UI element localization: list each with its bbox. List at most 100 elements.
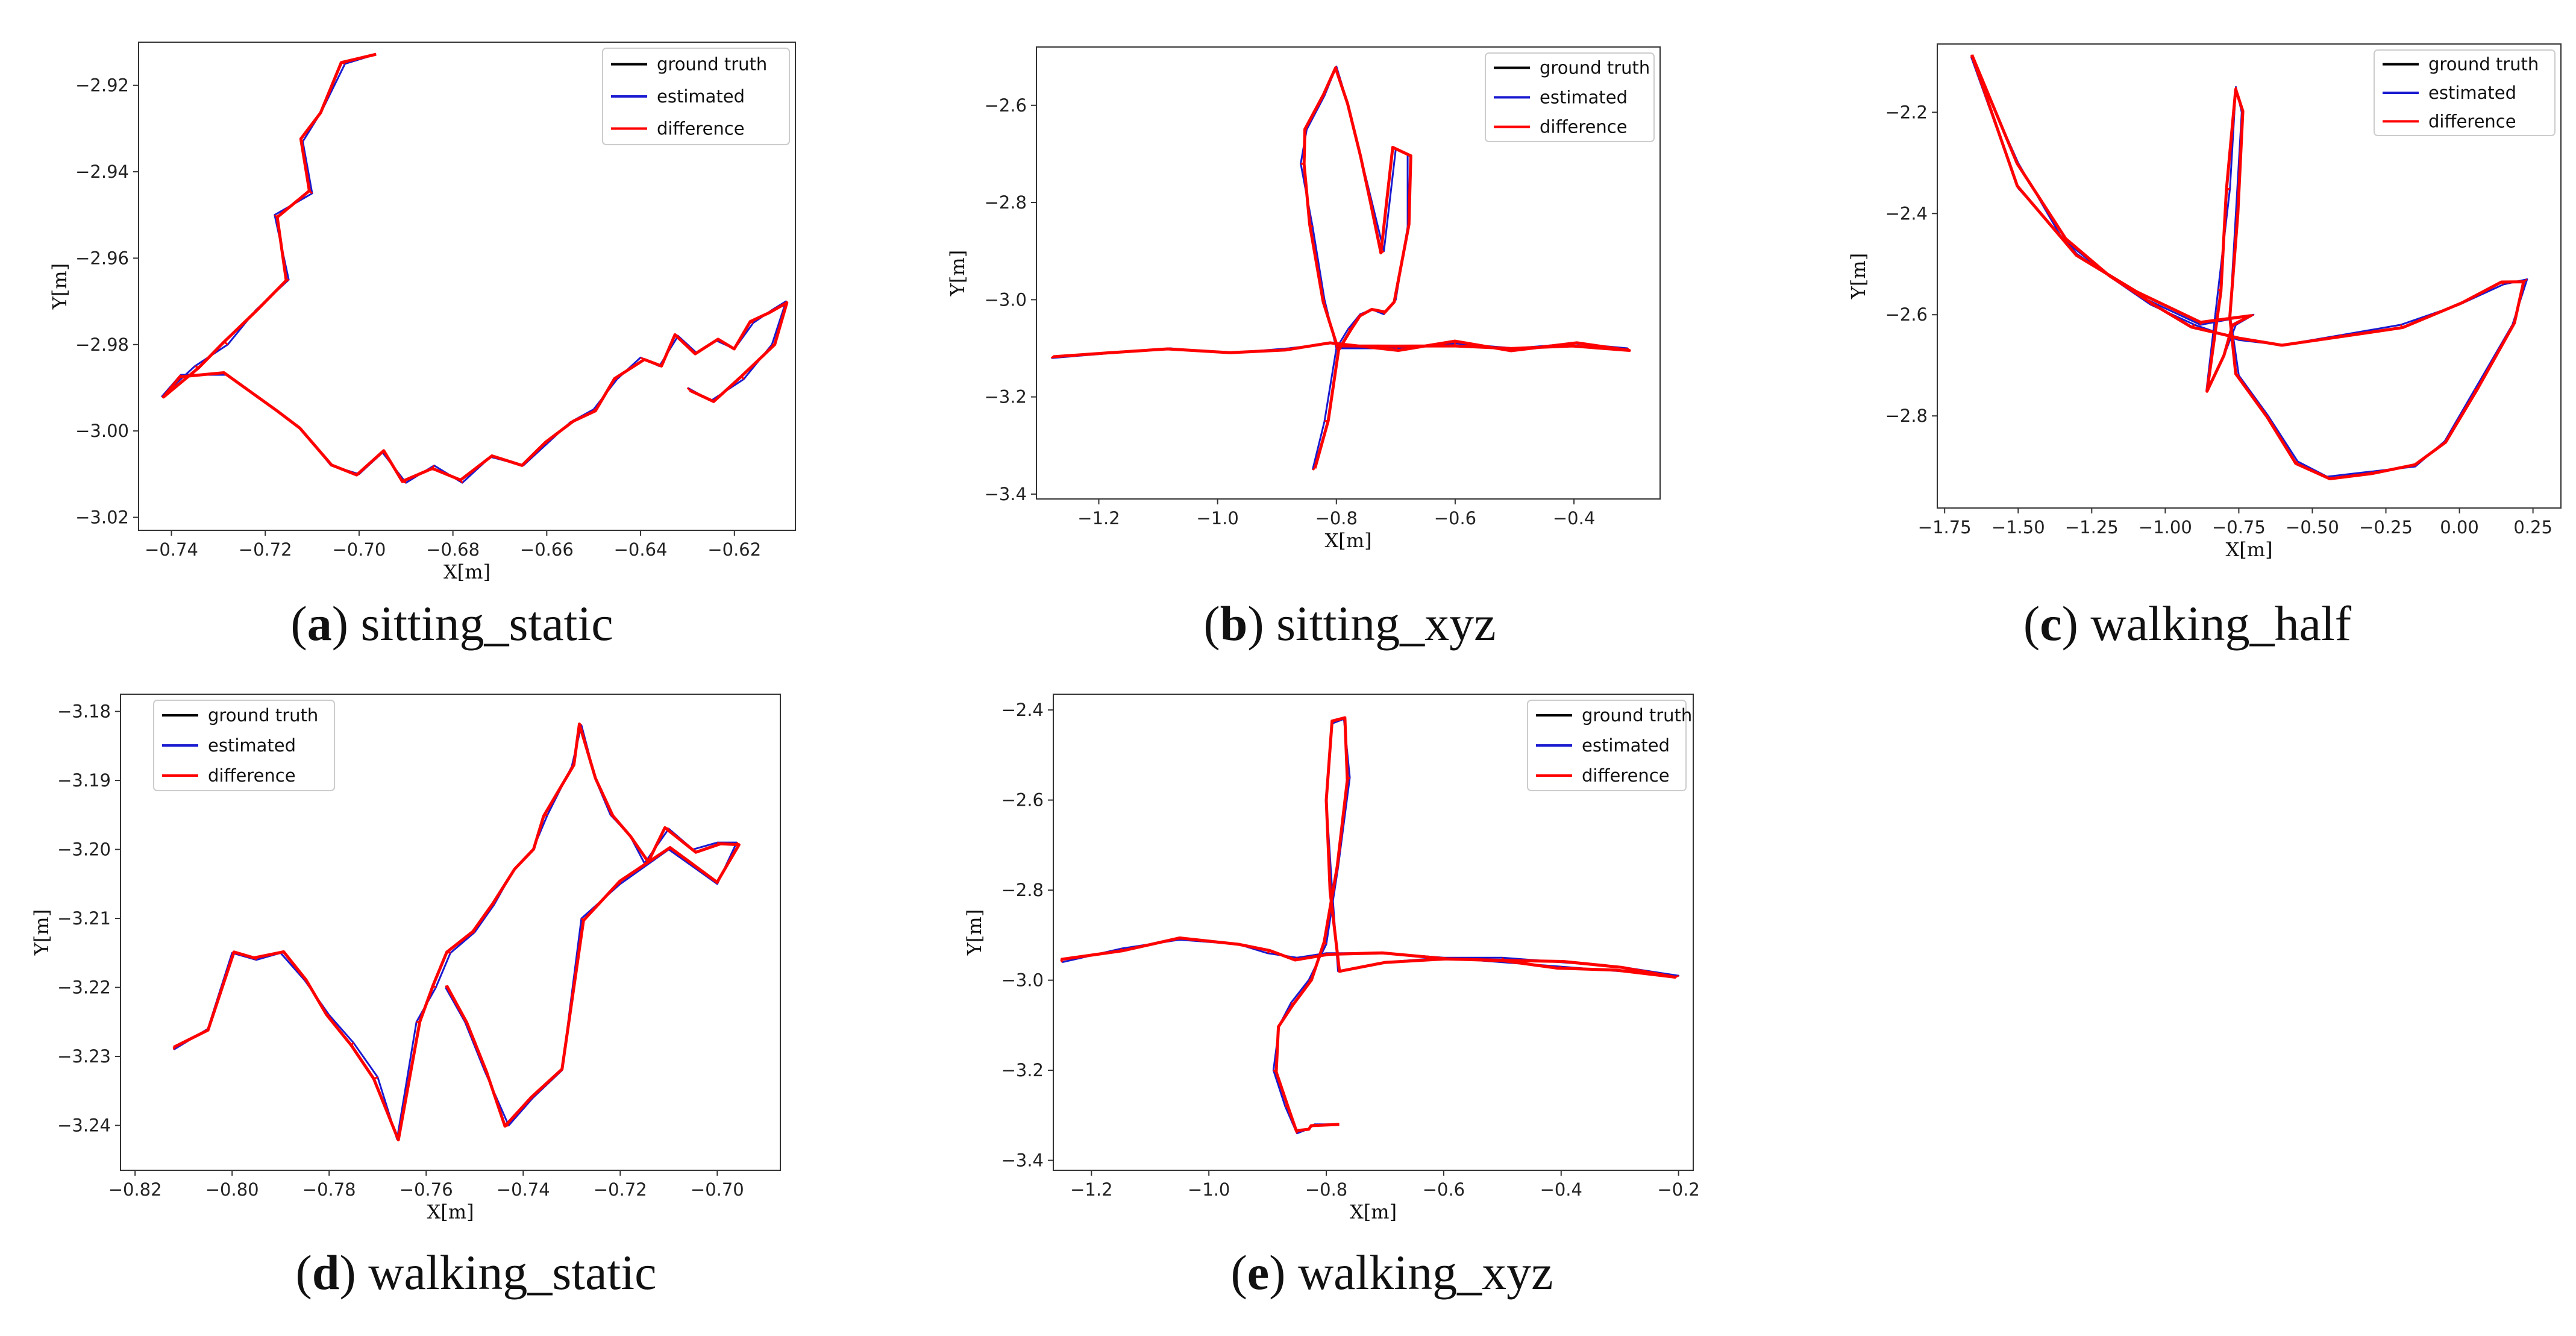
legend-label: difference (208, 765, 296, 786)
difference-trajectory (161, 52, 789, 483)
y-tick-label: −3.4 (985, 484, 1027, 504)
x-tick-label: −0.78 (302, 1179, 356, 1200)
y-tick-label: −3.2 (1001, 1060, 1044, 1080)
legend-label: ground truth (1540, 58, 1650, 78)
x-tick-label: −1.00 (2139, 517, 2192, 538)
y-tick-label: −2.4 (1001, 700, 1044, 720)
x-axis-label: X[m] (1324, 529, 1371, 552)
y-tick-label: −2.96 (75, 248, 129, 268)
difference-trajectory (173, 723, 741, 1142)
y-tick-label: −3.19 (57, 770, 111, 791)
chart-panel-c: −1.75 −1.50 −1.25 −1.00 −0.75 −0.50 −0.25 0.00 0… (1826, 0, 2576, 651)
y-tick-label: −2.2 (1885, 102, 1928, 122)
x-tick-label: −1.25 (2065, 517, 2119, 538)
caption-e: (e) walking_xyz (1230, 1245, 1553, 1300)
y-tick-label: −2.6 (985, 95, 1027, 116)
difference-segment (1050, 356, 1054, 359)
legend-box (1527, 700, 1687, 791)
legend-label: estimated (2428, 83, 2516, 103)
trajectory-plot-b: −1.2 −1.0 −0.8 −0.6 −0.4 −2.6 −2.8 −3.0 −3.2 −3.4… (946, 46, 1661, 552)
y-tick-label: −2.4 (1885, 203, 1928, 224)
y-tick-label: −2.6 (1001, 790, 1044, 811)
legend-box (153, 700, 335, 791)
x-tick-label: −0.8 (1315, 508, 1358, 528)
x-tick-label: −0.4 (1540, 1179, 1582, 1200)
x-axis-label: X[m] (443, 560, 490, 583)
x-tick-label: −0.6 (1434, 508, 1476, 528)
legend-label: estimated (1582, 735, 1670, 756)
trajectory-plot-e: −1.2 −1.0 −0.8 −0.6 −0.4 −0.2 −2.4 −2.6 −2.8 −3.0… (963, 694, 1700, 1223)
legend-label: difference (657, 118, 745, 139)
x-tick-label: 0.00 (2440, 517, 2479, 538)
y-tick-label: −3.2 (985, 387, 1027, 407)
y-axis-label: Y[m] (48, 263, 71, 310)
y-tick-label: −2.92 (75, 75, 129, 96)
x-tick-label: −0.25 (2359, 517, 2413, 538)
y-axis-label: Y[m] (963, 909, 986, 956)
trajectory-plot-a: −0.74 −0.72 −0.70 −0.68 −0.66 −0.64 −0.62 −2.92… (48, 42, 796, 583)
x-tick-label: −0.6 (1423, 1179, 1465, 1200)
x-tick-label: −0.8 (1305, 1179, 1347, 1200)
y-tick-label: −3.20 (57, 839, 111, 860)
chart-panel-d: −0.82 −0.80 −0.78 −0.76 −0.74 −0.72 −0.70 −3.18… (0, 669, 856, 1326)
x-tick-label: −0.4 (1553, 508, 1595, 528)
y-tick-label: −3.23 (57, 1046, 111, 1067)
y-tick-label: −3.00 (75, 421, 129, 441)
legend-label: ground truth (2428, 54, 2539, 75)
x-tick-label: −1.75 (1918, 517, 1972, 538)
x-tick-label: −0.75 (2212, 517, 2266, 538)
x-tick-label: −1.0 (1188, 1179, 1230, 1200)
x-tick-label: −0.50 (2286, 517, 2339, 538)
caption-d: (d) walking_static (295, 1245, 657, 1300)
x-tick-label: −1.2 (1077, 508, 1120, 528)
y-tick-label: −2.8 (1885, 406, 1928, 426)
legend-label: estimated (208, 735, 296, 756)
caption-c: (c) walking_half (2023, 596, 2352, 651)
x-tick-label: −0.80 (205, 1179, 259, 1200)
x-tick-label: −1.2 (1070, 1179, 1112, 1200)
legend-label: ground truth (208, 705, 318, 726)
difference-trajectory (1970, 54, 2525, 481)
y-axis-label: Y[m] (1847, 253, 1870, 300)
x-tick-label: −0.74 (145, 539, 198, 560)
legend-label: estimated (657, 86, 745, 107)
y-tick-label: −3.22 (57, 977, 111, 998)
chart-panel-a: −0.74 −0.72 −0.70 −0.68 −0.66 −0.64 −0.62 −2.92… (0, 0, 856, 651)
legend-box (2374, 49, 2556, 136)
x-tick-label: −1.0 (1196, 508, 1238, 528)
y-tick-label: −3.02 (75, 507, 129, 527)
y-tick-label: −2.94 (75, 162, 129, 182)
difference-segment (1312, 467, 1316, 471)
difference-trajectory (1053, 66, 1631, 469)
y-tick-label: −3.0 (985, 289, 1027, 310)
x-tick-label: 0.25 (2513, 517, 2552, 538)
difference-segment (686, 387, 691, 391)
legend-box (1485, 52, 1655, 142)
x-tick-label: −0.64 (614, 539, 668, 560)
y-tick-label: −3.0 (1001, 970, 1044, 991)
x-tick-label: −0.72 (594, 1179, 647, 1200)
y-tick-label: −2.6 (1885, 304, 1928, 325)
x-tick-label: −0.62 (707, 539, 761, 560)
caption-b: (b) sitting_xyz (1203, 596, 1496, 651)
y-tick-label: −3.24 (57, 1115, 111, 1136)
y-axis-label: Y[m] (30, 909, 53, 956)
x-tick-label: −0.76 (400, 1179, 453, 1200)
legend-label: difference (2428, 111, 2516, 131)
y-tick-label: −2.8 (985, 192, 1027, 213)
x-tick-label: −0.82 (108, 1179, 162, 1200)
trajectory-plot-d: −0.82 −0.80 −0.78 −0.76 −0.74 −0.72 −0.70 −3.18… (30, 694, 781, 1223)
y-tick-label: −2.8 (1001, 880, 1044, 900)
y-axis-label: Y[m] (946, 250, 969, 296)
x-tick-label: −0.70 (332, 539, 386, 560)
x-tick-label: −0.70 (691, 1179, 744, 1200)
x-tick-label: −0.72 (239, 539, 292, 560)
x-axis-label: X[m] (2225, 538, 2272, 561)
legend-box (602, 48, 790, 145)
chart-panel-b: −1.2 −1.0 −0.8 −0.6 −0.4 −2.6 −2.8 −3.0 −3.2 −3.4… (928, 0, 1711, 651)
y-tick-label: −3.21 (57, 908, 111, 929)
trajectory-plot-c: −1.75 −1.50 −1.25 −1.00 −0.75 −0.50 −0.25 0.00 0… (1847, 43, 2562, 561)
x-axis-label: X[m] (1350, 1200, 1397, 1223)
caption-a: (a) sitting_static (290, 596, 613, 651)
legend-label: difference (1582, 765, 1670, 786)
